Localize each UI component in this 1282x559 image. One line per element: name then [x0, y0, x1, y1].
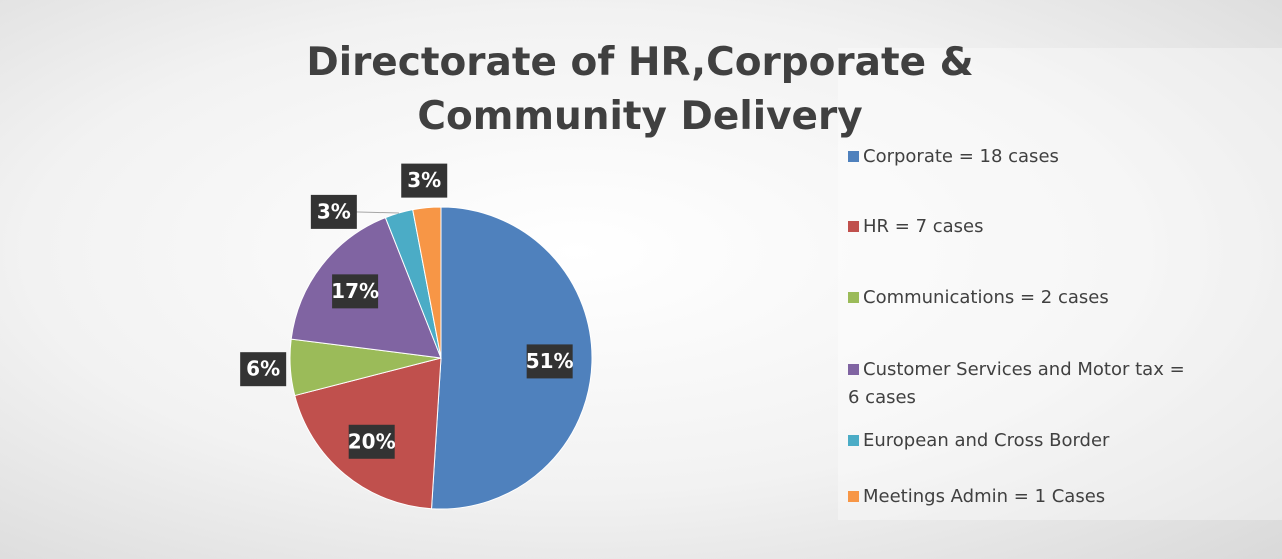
legend-swatch [848, 151, 859, 162]
label-box [526, 344, 573, 379]
label-box [332, 274, 379, 309]
legend-swatch [848, 292, 859, 303]
legend-label: Meetings Admin = 1 Cases [863, 486, 1106, 507]
legend-item: Corporate = 18 cases [848, 143, 1188, 171]
label-box [348, 424, 395, 459]
legend-label: European and Cross Border [863, 430, 1110, 451]
data-label: 20% [348, 429, 396, 453]
legend-item: Communications = 2 cases [848, 284, 1188, 312]
leader-line [353, 211, 399, 214]
legend-item: European and Cross Border [848, 427, 1188, 455]
legend-item: Customer Services and Motor tax = 6 case… [848, 356, 1188, 412]
chart-title: Directorate of HR,Corporate & Community … [306, 40, 974, 139]
label-box [240, 352, 287, 387]
data-label: 3% [317, 199, 351, 223]
legend-label: HR = 7 cases [863, 216, 984, 237]
legend-swatch [848, 364, 859, 375]
legend-box [838, 48, 1282, 520]
legend-label: Corporate = 18 cases [863, 146, 1059, 167]
data-label: 17% [331, 279, 379, 303]
label-box [401, 163, 448, 198]
pie-slice [430, 206, 593, 510]
legend-label: Customer Services and Motor tax = 6 case… [848, 359, 1185, 408]
pie-slice [412, 206, 442, 359]
legend-swatch [848, 221, 859, 232]
legend-label: Communications = 2 cases [863, 287, 1109, 308]
data-label: 51% [526, 349, 574, 373]
data-label: 3% [407, 168, 441, 192]
legend-swatch [848, 491, 859, 502]
label-box [310, 194, 357, 229]
data-label: 6% [246, 357, 280, 381]
legend-swatch [848, 435, 859, 446]
legend-item: HR = 7 cases [848, 213, 1188, 241]
legend-item: Meetings Admin = 1 Cases [848, 483, 1188, 511]
